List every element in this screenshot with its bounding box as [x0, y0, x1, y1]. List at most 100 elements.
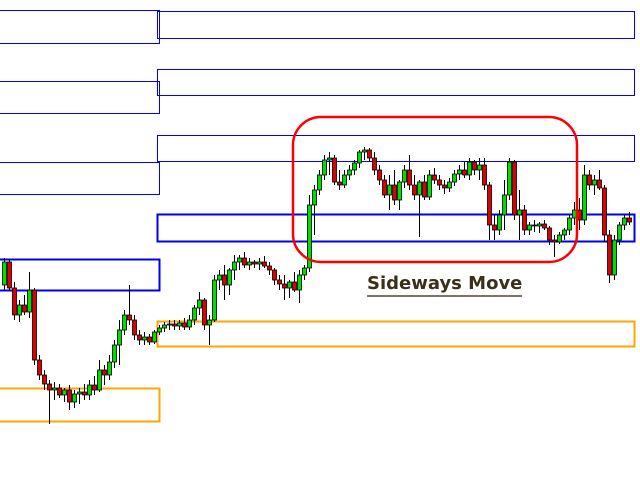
bullish-candle: [592, 179, 597, 186]
bullish-candle: [402, 169, 407, 183]
bullish-candle: [327, 157, 332, 161]
bullish-candle: [257, 261, 262, 265]
sideways-range-highlight: [291, 115, 579, 264]
bullish-candle: [142, 336, 147, 341]
thin-zone: [0, 10, 160, 44]
bearish-candle: [12, 287, 17, 316]
bearish-candle: [627, 217, 632, 223]
bearish-candle: [482, 164, 487, 186]
bullish-candle: [567, 217, 572, 231]
bearish-candle: [407, 169, 412, 186]
bearish-candle: [42, 374, 47, 385]
bullish-candle: [312, 189, 317, 206]
bearish-candle: [607, 234, 612, 276]
bullish-candle: [457, 169, 462, 175]
bullish-candle: [302, 267, 307, 276]
bullish-candle: [352, 162, 357, 171]
bullish-candle: [612, 239, 617, 276]
bullish-candle: [212, 279, 217, 321]
bearish-candle: [542, 223, 547, 229]
bullish-candle: [397, 181, 402, 201]
demand-zone: [156, 320, 636, 348]
bearish-candle: [47, 383, 52, 391]
thin-zone: [0, 81, 160, 114]
bullish-candle: [622, 217, 627, 226]
bearish-candle: [222, 274, 227, 286]
bearish-candle: [57, 387, 62, 396]
bearish-candle: [487, 184, 492, 226]
bearish-candle: [67, 389, 72, 403]
bullish-candle: [342, 174, 347, 186]
bullish-candle: [502, 194, 507, 216]
bullish-candle: [162, 324, 167, 329]
bullish-candle: [27, 289, 32, 313]
bullish-candle: [232, 261, 237, 271]
bullish-candle: [52, 387, 57, 391]
bullish-candle: [307, 204, 312, 269]
bullish-candle: [517, 209, 522, 216]
bearish-candle: [37, 359, 42, 376]
bearish-candle: [272, 269, 277, 281]
thin-zone: [157, 135, 635, 162]
bullish-candle: [247, 261, 252, 266]
bearish-candle: [462, 169, 467, 176]
bearish-candle: [332, 157, 337, 183]
bullish-candle: [217, 274, 222, 281]
bearish-candle: [82, 391, 87, 396]
bullish-candle: [2, 261, 7, 286]
bearish-candle: [547, 227, 552, 241]
bullish-candle: [467, 161, 472, 176]
bearish-candle: [137, 334, 142, 341]
thin-zone: [157, 69, 635, 96]
bullish-candle: [62, 389, 67, 396]
bearish-candle: [182, 322, 187, 328]
key-zone: [156, 213, 636, 243]
bearish-candle: [602, 187, 607, 236]
bearish-candle: [372, 157, 377, 171]
bearish-candle: [442, 184, 447, 189]
bearish-candle: [252, 261, 257, 265]
bullish-candle: [387, 184, 392, 196]
bearish-candle: [552, 239, 557, 243]
bullish-candle: [72, 393, 77, 403]
bearish-candle: [367, 149, 372, 159]
bearish-candle: [172, 323, 177, 327]
bearish-candle: [7, 261, 12, 289]
bullish-candle: [237, 257, 242, 263]
bullish-candle: [557, 234, 562, 243]
bearish-candle: [92, 384, 97, 391]
sideways-move-annotation: Sideways Move: [367, 273, 523, 297]
bearish-candle: [267, 265, 272, 271]
bearish-candle: [337, 181, 342, 186]
bullish-candle: [77, 391, 82, 395]
bullish-candle: [177, 322, 182, 327]
bullish-candle: [192, 307, 197, 321]
bullish-candle: [197, 299, 202, 309]
bullish-candle: [617, 224, 622, 241]
bearish-candle: [32, 289, 37, 361]
bearish-candle: [292, 281, 297, 291]
bullish-candle: [297, 274, 302, 291]
bearish-candle: [522, 209, 527, 231]
bullish-candle: [107, 361, 112, 376]
thin-zone: [157, 11, 635, 39]
bullish-candle: [117, 329, 122, 346]
bearish-candle: [432, 174, 437, 181]
bearish-candle: [412, 184, 417, 196]
bullish-candle: [17, 304, 22, 316]
bullish-candle: [537, 223, 542, 227]
bullish-candle: [112, 344, 117, 363]
bullish-candle: [562, 229, 567, 236]
bullish-candle: [322, 159, 327, 176]
bullish-candle: [187, 319, 192, 328]
bearish-candle: [202, 299, 207, 326]
bearish-candle: [22, 304, 27, 313]
bullish-candle: [477, 164, 482, 171]
bearish-candle: [242, 257, 247, 266]
bullish-candle: [527, 224, 532, 231]
bearish-candle: [277, 279, 282, 285]
thin-zone: [0, 162, 160, 195]
bullish-candle: [427, 174, 432, 198]
bearish-candle: [377, 169, 382, 181]
